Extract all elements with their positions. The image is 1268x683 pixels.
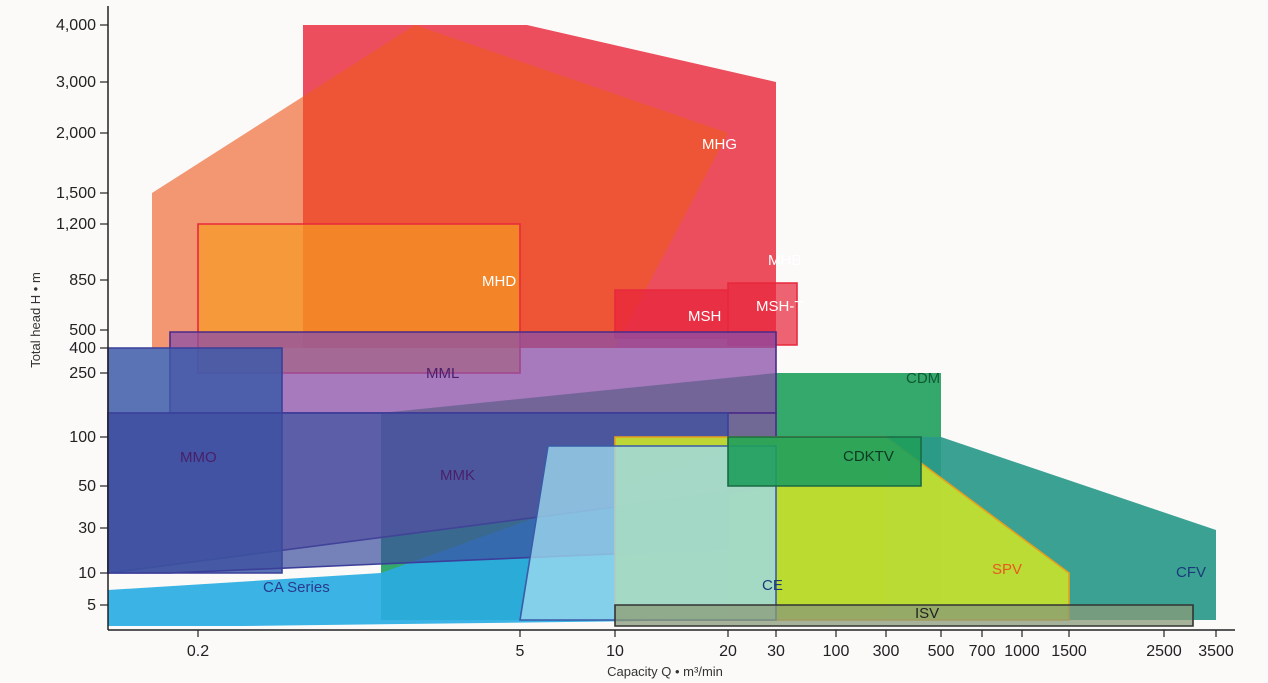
region-label-msh-t: MSH-T	[756, 298, 804, 315]
x-tick-label: 300	[873, 643, 900, 660]
x-tick-label: 0.2	[187, 643, 209, 660]
x-tick-label: 30	[767, 643, 785, 660]
region-label-mmo: MMO	[180, 449, 217, 466]
y-tick-label: 250	[69, 365, 96, 382]
y-tick-label: 1,200	[56, 216, 96, 233]
y-tick-label: 30	[78, 520, 96, 537]
x-tick-label: 1000	[1004, 643, 1040, 660]
region-isv	[614, 604, 1194, 627]
y-tick-label: 850	[69, 272, 96, 289]
region-label-cfv: CFV	[1176, 564, 1206, 581]
region-label-mhb: MHB	[768, 252, 801, 269]
region-label-spv: SPV	[992, 561, 1022, 578]
region-label-msh: MSH	[688, 308, 721, 325]
y-tick-label: 1,500	[56, 185, 96, 202]
y-tick-label: 100	[69, 429, 96, 446]
y-tick-label: 2,000	[56, 125, 96, 142]
y-tick-label: 5	[87, 597, 96, 614]
region-msh-t	[727, 282, 798, 346]
x-tick-label: 5	[516, 643, 525, 660]
y-tick-label: 400	[69, 340, 96, 357]
x-tick-label: 1500	[1051, 643, 1087, 660]
region-label-cdktv: CDKTV	[843, 448, 894, 465]
region-labels: MHG MHB MHD MSH MSH-T MML CDM MMO MMK CDKTV CFV SPV…	[180, 136, 1206, 622]
region-label-ce: CE	[762, 577, 783, 594]
x-tick-label: 100	[823, 643, 850, 660]
x-tick-label: 500	[928, 643, 955, 660]
region-label-mmk: MMK	[440, 467, 475, 484]
axes-layer	[107, 6, 1235, 631]
x-ticks: 0.2 5 10 20 30 100 300 500 700 1000 1500 2500 3500	[187, 630, 1234, 660]
x-tick-label: 3500	[1198, 643, 1234, 660]
x-tick-label: 700	[969, 643, 996, 660]
region-cdktv	[727, 436, 922, 487]
y-tick-label: 4,000	[56, 17, 96, 34]
region-label-ca-series: CA Series	[263, 579, 330, 596]
x-tick-label: 10	[606, 643, 624, 660]
region-label-cdm: CDM	[906, 370, 940, 387]
x-tick-label: 20	[719, 643, 737, 660]
y-tick-label: 500	[69, 322, 96, 339]
region-label-mhd: MHD	[482, 273, 516, 290]
y-tick-label: 10	[78, 565, 96, 582]
region-label-mml: MML	[426, 365, 459, 382]
region-label-mhg: MHG	[702, 136, 737, 153]
y-axis-title: Total head H • m	[28, 272, 43, 368]
x-axis-title: Capacity Q • m³/min	[607, 664, 723, 679]
regions-layer	[107, 25, 1216, 627]
x-tick-label: 2500	[1146, 643, 1182, 660]
y-tick-label: 3,000	[56, 74, 96, 91]
region-label-isv: ISV	[915, 605, 939, 622]
y-tick-label: 50	[78, 478, 96, 495]
